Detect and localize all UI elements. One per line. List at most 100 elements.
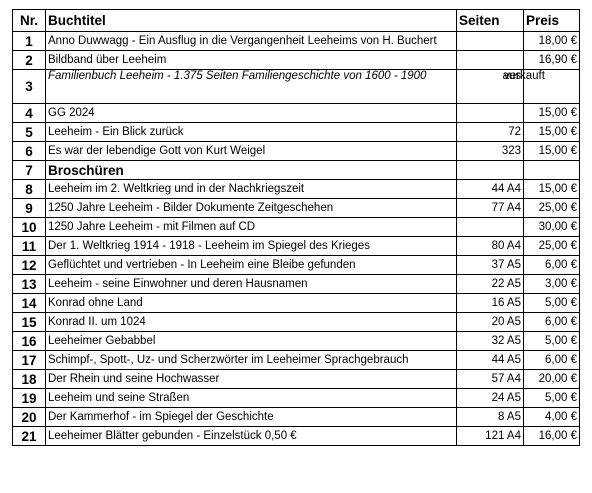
- table-row: 12 Geflüchtet und vertrieben - In Leehei…: [12, 255, 580, 275]
- book-price-table: Nr. Buchtitel Seiten Preis 1 Anno Duwwag…: [12, 9, 580, 446]
- section-row: 7 Broschüren: [12, 160, 580, 180]
- table-row: 3 Familienbuch Leeheim - 1.375 Seiten Fa…: [12, 69, 580, 104]
- row-title: Anno Duwwagg - Ein Ausflug in die Vergan…: [45, 31, 457, 51]
- table-row: 14 Konrad ohne Land 16 A5 5,00 €: [12, 293, 580, 313]
- row-price: 15,00 €: [523, 141, 580, 161]
- row-price: 3,00 €: [523, 274, 580, 294]
- row-price: 4,00 €: [523, 407, 580, 427]
- row-nr: 16: [12, 331, 46, 351]
- row-title: Konrad ohne Land: [45, 293, 457, 313]
- table-header-row: Nr. Buchtitel Seiten Preis: [12, 9, 580, 32]
- row-nr: 1: [12, 31, 46, 51]
- row-pages: 57 A4: [456, 369, 524, 389]
- row-title: Leeheimer Blätter gebunden - Einzelstück…: [45, 426, 457, 446]
- row-price: 15,00 €: [523, 122, 580, 142]
- table-row: 13 Leeheim - seine Einwohner und deren H…: [12, 274, 580, 294]
- row-nr: 17: [12, 350, 46, 370]
- row-pages: 24 A5: [456, 388, 524, 408]
- row-nr: 2: [12, 50, 46, 70]
- table-row: 1 Anno Duwwagg - Ein Ausflug in die Verg…: [12, 31, 580, 51]
- table-row: 20 Der Kammerhof - im Spiegel der Geschi…: [12, 407, 580, 427]
- row-title: Der Kammerhof - im Spiegel der Geschicht…: [45, 407, 457, 427]
- row-nr: 12: [12, 255, 46, 275]
- table-row: 6 Es war der lebendige Gott von Kurt Wei…: [12, 141, 580, 161]
- row-title: Konrad II. um 1024: [45, 312, 457, 332]
- table-row: 21 Leeheimer Blätter gebunden - Einzelst…: [12, 426, 580, 446]
- row-nr: 3: [12, 69, 46, 104]
- row-title: 1250 Jahre Leeheim - mit Filmen auf CD: [45, 217, 457, 237]
- table-row: 19 Leeheim und seine Straßen 24 A5 5,00 …: [12, 388, 580, 408]
- row-price-text: verkauft: [504, 70, 545, 82]
- table-row: 2 Bildband über Leeheim 16,90 €: [12, 50, 580, 70]
- table-row: 10 1250 Jahre Leeheim - mit Filmen auf C…: [12, 217, 580, 237]
- row-nr: 7: [12, 160, 46, 180]
- row-nr: 11: [12, 236, 46, 256]
- row-price: verkauft: [504, 69, 580, 104]
- row-title: Bildband über Leeheim: [45, 50, 457, 70]
- row-title: Es war der lebendige Gott von Kurt Weige…: [45, 141, 457, 161]
- row-pages: 44 A5: [456, 350, 524, 370]
- row-price: 16,00 €: [523, 426, 580, 446]
- table-row: 18 Der Rhein und seine Hochwasser 57 A4 …: [12, 369, 580, 389]
- row-pages: [456, 217, 524, 237]
- row-pages: 16 A5: [456, 293, 524, 313]
- row-title: Leeheim - Ein Blick zurück: [45, 122, 457, 142]
- row-title: Leeheim - seine Einwohner und deren Haus…: [45, 274, 457, 294]
- row-pages: [456, 103, 524, 123]
- row-pages: 22 A5: [456, 274, 524, 294]
- row-nr: 21: [12, 426, 46, 446]
- row-title: Geflüchtet und vertrieben - In Leeheim e…: [45, 255, 457, 275]
- row-nr: 14: [12, 293, 46, 313]
- row-pages: 20 A5: [456, 312, 524, 332]
- header-title: Buchtitel: [45, 9, 457, 32]
- table-row: 9 1250 Jahre Leeheim - Bilder Dokumente …: [12, 198, 580, 218]
- row-pages: 32 A5: [456, 331, 524, 351]
- header-pages: Seiten: [456, 9, 524, 32]
- row-title: Leeheimer Gebabbel: [45, 331, 457, 351]
- row-pages: [456, 160, 524, 180]
- row-price: 25,00 €: [523, 198, 580, 218]
- row-price: 16,90 €: [523, 50, 580, 70]
- row-nr: 6: [12, 141, 46, 161]
- row-price: 6,00 €: [523, 312, 580, 332]
- header-price: Preis: [523, 9, 580, 32]
- row-price: 5,00 €: [523, 388, 580, 408]
- row-title: Leeheim und seine Straßen: [45, 388, 457, 408]
- table-row: 4 GG 2024 15,00 €: [12, 103, 580, 123]
- row-pages: [456, 50, 524, 70]
- table-row: 17 Schimpf-, Spott-, Uz- und Scherzwörte…: [12, 350, 580, 370]
- row-pages: 44 A4: [456, 179, 524, 199]
- row-nr: 9: [12, 198, 46, 218]
- row-title: GG 2024: [45, 103, 457, 123]
- row-title: 1250 Jahre Leeheim - Bilder Dokumente Ze…: [45, 198, 457, 218]
- row-price: 20,00 €: [523, 369, 580, 389]
- row-pages: 121 A4: [456, 426, 524, 446]
- row-pages: 323: [456, 141, 524, 161]
- table-row: 16 Leeheimer Gebabbel 32 A5 5,00 €: [12, 331, 580, 351]
- table-row: 5 Leeheim - Ein Blick zurück 72 15,00 €: [12, 122, 580, 142]
- row-title: Leeheim im 2. Weltkrieg und in der Nachk…: [45, 179, 457, 199]
- row-price: 6,00 €: [523, 350, 580, 370]
- row-price: 25,00 €: [523, 236, 580, 256]
- row-nr: 20: [12, 407, 46, 427]
- row-title: Familienbuch Leeheim - 1.375 Seiten Fami…: [45, 69, 457, 104]
- row-price: 5,00 €: [523, 293, 580, 313]
- row-price: 5,00 €: [523, 331, 580, 351]
- row-nr: 5: [12, 122, 46, 142]
- row-nr: 15: [12, 312, 46, 332]
- row-price: 30,00 €: [523, 217, 580, 237]
- row-pages: 77 A4: [456, 198, 524, 218]
- row-nr: 18: [12, 369, 46, 389]
- row-title: Schimpf-, Spott-, Uz- und Scherzwörter i…: [45, 350, 457, 370]
- row-nr: 13: [12, 274, 46, 294]
- row-title: Der 1. Weltkrieg 1914 - 1918 - Leeheim i…: [45, 236, 457, 256]
- row-pages: 80 A4: [456, 236, 524, 256]
- row-price: [523, 160, 580, 180]
- row-price: 15,00 €: [523, 179, 580, 199]
- table-row: 15 Konrad II. um 1024 20 A5 6,00 €: [12, 312, 580, 332]
- row-nr: 19: [12, 388, 46, 408]
- row-title: Der Rhein und seine Hochwasser: [45, 369, 457, 389]
- row-price: 18,00 €: [523, 31, 580, 51]
- row-nr: 4: [12, 103, 46, 123]
- table-row: 8 Leeheim im 2. Weltkrieg und in der Nac…: [12, 179, 580, 199]
